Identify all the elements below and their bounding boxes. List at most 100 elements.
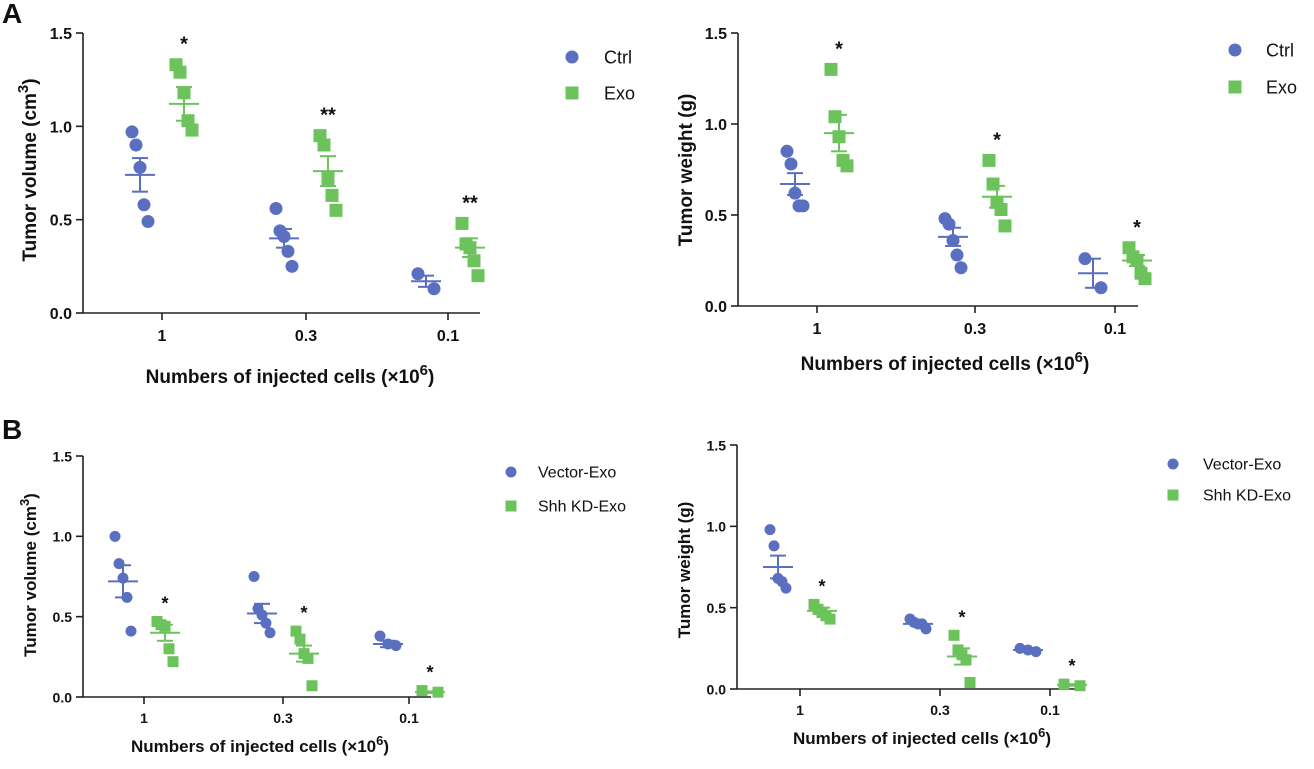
x-axis-label: Numbers of injected cells (×106) — [793, 725, 1051, 749]
significance-label: * — [1133, 217, 1141, 239]
legend-marker-square — [1228, 80, 1242, 94]
data-point-shh-kd-exo — [948, 629, 960, 641]
data-point-vector-exo — [125, 625, 137, 637]
data-point-ctrl — [796, 199, 810, 213]
x-tick-label: 0.1 — [437, 328, 459, 345]
legend-label: Ctrl — [604, 47, 632, 67]
x-axis-label: Numbers of injected cells (×106) — [801, 349, 1090, 376]
data-point-vector-exo — [780, 582, 792, 594]
x-axis-label-end: ) — [428, 367, 434, 388]
panel-label-b: B — [2, 414, 23, 445]
y-axis-label-main: Tumor weight (g) — [676, 94, 697, 247]
x-axis-label-main: Numbers of injected cells (×10 — [146, 367, 420, 388]
y-tick-label: 0.0 — [705, 299, 727, 316]
data-point-vector-exo — [248, 571, 260, 582]
x-axis-label-sup: 6 — [1038, 725, 1045, 740]
legend-label: Shh KD-Exo — [538, 499, 626, 516]
x-tick-label: 0.3 — [295, 328, 317, 345]
y-axis-label: Tumor volume (cm3) — [17, 493, 41, 657]
legend-marker-circle — [505, 466, 517, 478]
data-point-exo — [840, 159, 854, 173]
x-axis-label: Numbers of injected cells (×106) — [131, 733, 389, 757]
legend-marker-circle — [1167, 458, 1179, 470]
y-tick-label: 0.5 — [707, 600, 727, 616]
significance-label: ** — [462, 192, 478, 214]
y-tick-label: 1.5 — [705, 26, 727, 43]
y-axis-label-sup: 3 — [15, 85, 32, 93]
significance-label: * — [180, 34, 188, 56]
data-point-ctrl — [411, 267, 425, 281]
x-axis-label-main: Numbers of injected cells (×10 — [801, 354, 1075, 375]
data-point-exo — [982, 153, 996, 167]
y-tick-label: 0.5 — [53, 609, 73, 625]
legend-label: Exo — [1266, 77, 1297, 97]
data-point-vector-exo — [109, 530, 121, 542]
y-axis-label-main: Tumor weight (g) — [675, 502, 694, 639]
significance-label: * — [1068, 656, 1075, 676]
significance-label: * — [818, 576, 825, 596]
x-tick-label: 0.3 — [930, 702, 950, 718]
x-tick-label: 0.1 — [1040, 702, 1060, 718]
x-tick-label: 1 — [796, 702, 804, 718]
data-point-shh-kd-exo — [294, 633, 306, 645]
y-tick-label: 1.0 — [705, 117, 727, 134]
y-tick-label: 1.0 — [53, 529, 73, 545]
y-tick-label: 0.0 — [53, 689, 73, 705]
significance-label: * — [161, 593, 168, 613]
data-point-shh-kd-exo — [824, 613, 836, 625]
y-axis-label-end: ) — [21, 493, 40, 499]
significance-label: * — [958, 607, 965, 627]
significance-label: ** — [320, 105, 336, 127]
x-tick-label: 0.3 — [964, 321, 986, 338]
chart-2: 0.0 0.5 1.0 1.5 1 0.3 0.1 Numbers of injected c… — [676, 26, 1297, 375]
y-tick-label: 1.5 — [50, 26, 72, 43]
x-axis-label-end: ) — [1045, 729, 1051, 748]
legend-marker-circle — [1228, 43, 1242, 57]
y-tick-label: 0.0 — [707, 681, 727, 697]
data-point-ctrl — [784, 157, 798, 171]
y-axis-label-main: Tumor volume (cm — [20, 93, 41, 262]
data-point-vector-exo — [113, 558, 125, 570]
x-axis-label-main: Numbers of injected cells (×10 — [793, 729, 1038, 748]
data-point-shh-kd-exo — [167, 656, 179, 668]
data-point-ctrl — [125, 125, 139, 139]
legend-label: Vector-Exo — [1203, 457, 1281, 474]
x-axis-label-sup: 6 — [1075, 349, 1083, 366]
y-tick-label: 0.5 — [705, 208, 727, 225]
y-tick-label: 1.0 — [707, 519, 727, 535]
data-point-vector-exo — [768, 540, 780, 552]
data-point-ctrl — [137, 198, 151, 212]
legend-marker-square — [1167, 489, 1179, 501]
x-axis-label-end: ) — [1083, 354, 1089, 375]
chart-3: 0.0 0.5 1.0 1.5 1 0.3 0.1 Numbers of injected c… — [17, 448, 627, 756]
y-axis-label: Tumor weight (g) — [676, 94, 697, 247]
data-point-ctrl — [950, 248, 964, 262]
legend-marker-circle — [565, 50, 579, 64]
y-tick-label: 1.0 — [50, 119, 72, 136]
data-point-exo — [471, 269, 485, 283]
data-point-ctrl — [954, 261, 968, 275]
x-axis-label-end: ) — [383, 737, 389, 756]
y-axis-label: Tumor volume (cm3) — [15, 78, 42, 261]
data-point-exo — [455, 216, 469, 230]
data-point-exo — [325, 188, 339, 202]
y-tick-label: 1.5 — [53, 448, 73, 464]
data-point-ctrl — [141, 215, 155, 229]
data-point-exo — [998, 219, 1012, 233]
legend-label: Ctrl — [1266, 40, 1294, 60]
y-axis-label-sup: 3 — [17, 499, 32, 506]
x-tick-label: 0.3 — [273, 710, 293, 726]
data-point-vector-exo — [374, 630, 386, 642]
x-tick-label: 1 — [140, 710, 148, 726]
data-point-ctrl — [427, 282, 441, 296]
significance-label: * — [300, 603, 307, 623]
data-point-exo — [1138, 272, 1152, 286]
y-axis-label-main: Tumor volume (cm — [21, 506, 40, 657]
data-point-shh-kd-exo — [964, 676, 976, 688]
x-axis-label-main: Numbers of injected cells (×10 — [131, 737, 376, 756]
legend-marker-square — [505, 500, 517, 512]
y-axis-label-end: ) — [20, 78, 41, 84]
